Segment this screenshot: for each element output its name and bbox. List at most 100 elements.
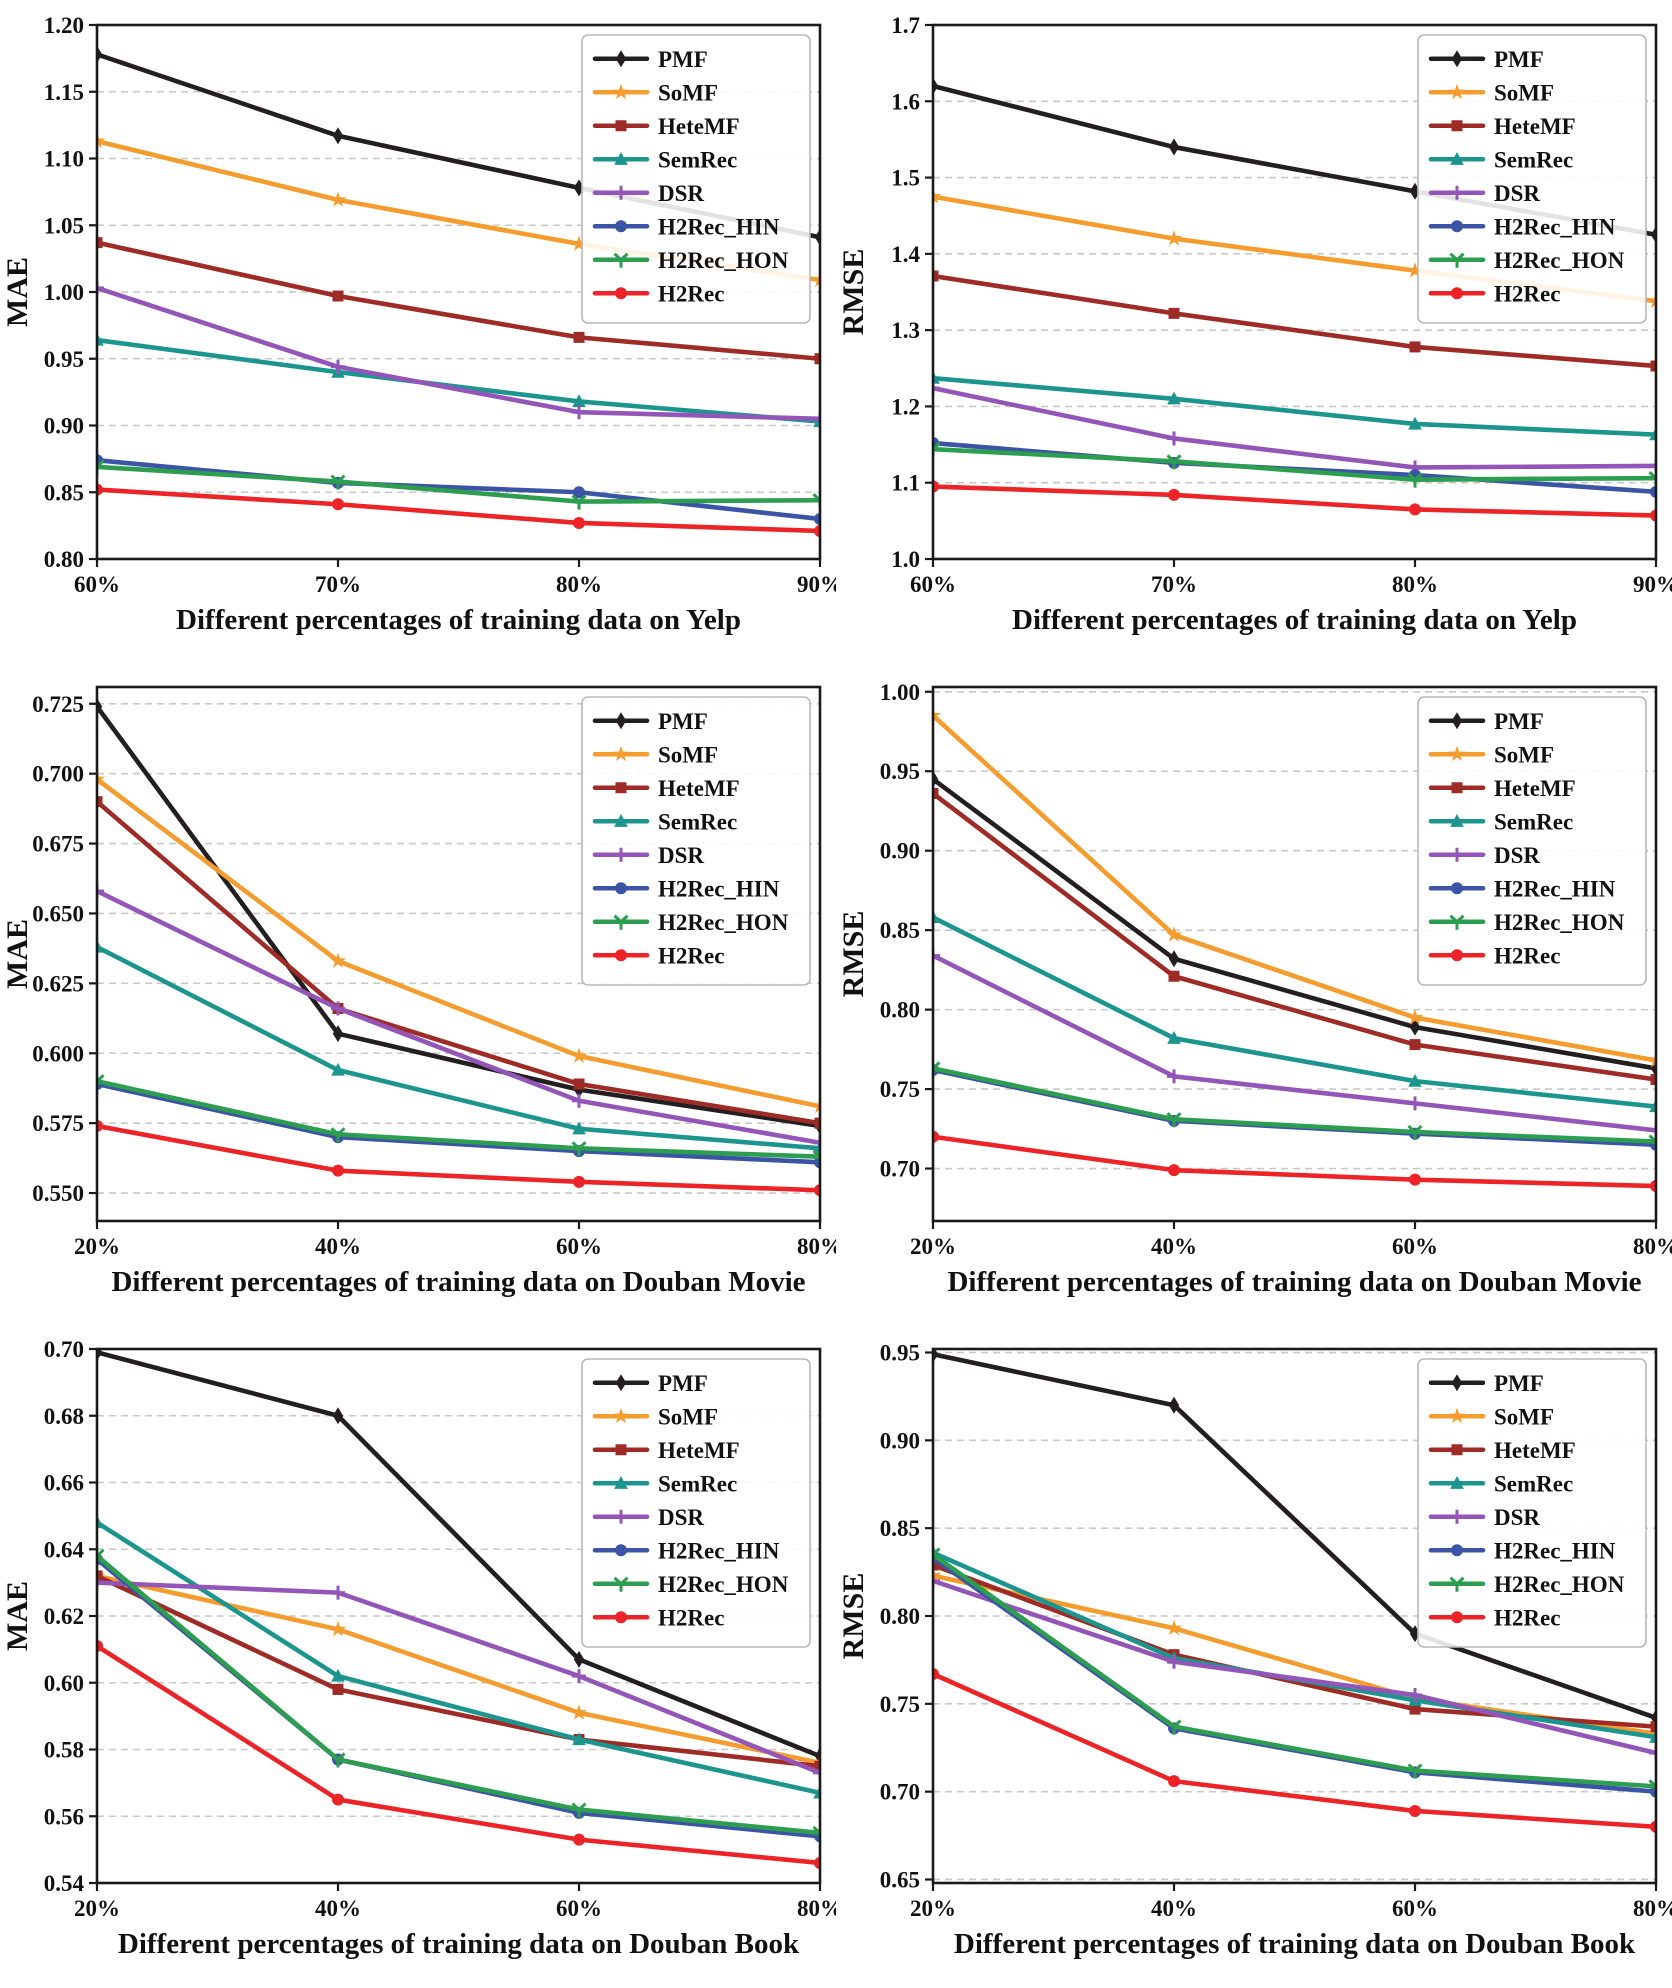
legend-label: H2Rec [1494, 1605, 1560, 1630]
diamond-marker [332, 1407, 344, 1425]
tri-down-marker [1166, 1112, 1182, 1128]
legend-entry-HeteMF: HeteMF [1428, 776, 1576, 801]
legend-label: SoMF [658, 1404, 718, 1429]
y-tick-label: 0.95 [880, 1341, 920, 1366]
triangle-up-marker [1408, 1073, 1422, 1087]
legend: PMF SoMF HeteMF SemRec DSR H2Rec_HIN H2Rec_HON… [1417, 696, 1647, 986]
y-tick-label: 1.05 [44, 213, 84, 238]
legend-entry-SoMF: SoMF [592, 80, 718, 105]
legend-label: H2Rec [658, 281, 724, 306]
plus-marker [1408, 1688, 1422, 1703]
legend-entry-H2Rec: H2Rec [592, 1605, 724, 1630]
diamond-marker [615, 712, 627, 730]
circle-marker [1451, 220, 1463, 233]
circle-marker [1451, 949, 1463, 962]
series-line-SemRec [96, 337, 821, 424]
x-ticks: 60% 70% 80% 90% [74, 559, 836, 597]
triangle-up-marker [1408, 416, 1422, 430]
y-axis-label: RMSE [837, 1573, 870, 1660]
legend-label: DSR [658, 843, 704, 868]
legend-box [581, 1358, 811, 1648]
triangle-up-marker [572, 1121, 586, 1135]
y-grid-and-ticks: 0.65 0.70 0.75 0.80 0.85 0.90 0.95 [880, 1341, 1656, 1892]
x-axis-label: Different percentages of training data o… [954, 1928, 1636, 1960]
chart-panel-rmse-douban-book: 0.65 0.70 0.75 0.80 0.85 0.90 0.95 20% 40% 60% 80%… [836, 1324, 1672, 1986]
square-marker [1451, 120, 1463, 132]
legend-entry-H2Rec_HON: H2Rec_HON [1428, 1572, 1625, 1597]
legend-label: DSR [1494, 1505, 1540, 1530]
legend-label: HeteMF [1494, 114, 1576, 139]
legend-entry-SemRec: SemRec [1428, 809, 1573, 834]
y-tick-label: 0.62 [44, 1604, 84, 1629]
y-tick-label: 0.90 [880, 1428, 920, 1453]
diamond-marker [1451, 50, 1463, 68]
y-tick-label: 0.85 [880, 1516, 920, 1541]
triangle-up-marker [1450, 814, 1464, 827]
plus-marker [614, 185, 628, 200]
plus-marker [572, 1093, 586, 1108]
square-marker [96, 796, 103, 808]
square-marker [932, 787, 939, 799]
tri-down-marker [1166, 454, 1182, 470]
x-tick-label: 60% [1392, 1234, 1438, 1259]
diamond-marker [1409, 1018, 1421, 1036]
legend-label: H2Rec [1494, 943, 1560, 968]
legend-entry-SoMF: SoMF [592, 1404, 718, 1429]
plus-marker [1167, 1069, 1181, 1084]
series-H2Rec_HON [96, 1548, 821, 1841]
x-ticks: 20% 40% 60% 80% [74, 1221, 836, 1259]
plot-border [931, 1347, 1658, 1885]
legend-label: H2Rec_HIN [658, 876, 780, 901]
legend-label: PMF [1494, 47, 1544, 72]
series-line-SemRec [932, 915, 1657, 1109]
series-group [932, 77, 1657, 522]
legend-label: DSR [658, 1505, 704, 1530]
y-tick-label: 0.675 [32, 832, 84, 857]
y-tick-label: 0.70 [880, 1157, 920, 1182]
diamond-marker [1451, 1374, 1463, 1392]
y-tick-label: 0.64 [44, 1537, 85, 1562]
series-line-DSR [96, 285, 821, 422]
series-HeteMF [932, 787, 1657, 1086]
circle-marker [573, 516, 585, 529]
y-tick-label: 0.600 [32, 1041, 84, 1066]
x-tick-label: 20% [910, 1896, 956, 1921]
x-ticks: 20% 40% 60% 80% [74, 1883, 836, 1921]
legend-entry-SoMF: SoMF [592, 742, 718, 767]
plot-border [931, 23, 1658, 561]
triangle-up-marker [572, 394, 586, 408]
x-tick-label: 60% [1392, 1896, 1438, 1921]
circle-marker [1168, 1164, 1180, 1177]
legend-entry-SemRec: SemRec [1428, 1471, 1573, 1496]
tri-down-marker [571, 1141, 587, 1157]
star-marker [1165, 1619, 1183, 1636]
square-marker [1409, 341, 1421, 353]
tri-down-marker [613, 252, 629, 268]
series-line-H2Rec_HIN [96, 1081, 821, 1165]
chart-panel-mae-yelp: 0.80 0.85 0.90 0.95 1.00 1.05 1.10 1.15 1.20 60% 7… [0, 0, 836, 662]
legend: PMF SoMF HeteMF SemRec DSR H2Rec_HIN H2Rec_HON… [1417, 34, 1647, 324]
legend-entry-H2Rec: H2Rec [592, 281, 724, 306]
chart-rmse-douban-book: 0.65 0.70 0.75 0.80 0.85 0.90 0.95 20% 40% 60% 80%… [836, 1335, 1672, 1975]
x-tick-label: 60% [556, 1896, 602, 1921]
x-tick-label: 70% [1151, 572, 1197, 597]
series-line-H2Rec [932, 1134, 1657, 1189]
series-line-H2Rec_HIN [96, 457, 821, 522]
square-marker [814, 1117, 821, 1129]
plus-marker [1408, 1096, 1422, 1111]
series-line-DSR [932, 385, 1657, 470]
square-marker [573, 1078, 585, 1090]
y-tick-label: 1.00 [44, 280, 84, 305]
x-tick-label: 60% [556, 1234, 602, 1259]
series-line-H2Rec [932, 484, 1657, 518]
legend-entry-SoMF: SoMF [1428, 1404, 1554, 1429]
x-tick-label: 60% [74, 572, 120, 597]
diamond-marker [1168, 950, 1180, 968]
series-line-H2Rec [96, 1123, 821, 1193]
circle-marker [1451, 1611, 1463, 1624]
star-marker [329, 191, 347, 207]
legend-label: SemRec [658, 147, 737, 172]
circle-marker [615, 220, 627, 233]
y-tick-label: 1.00 [880, 680, 920, 705]
